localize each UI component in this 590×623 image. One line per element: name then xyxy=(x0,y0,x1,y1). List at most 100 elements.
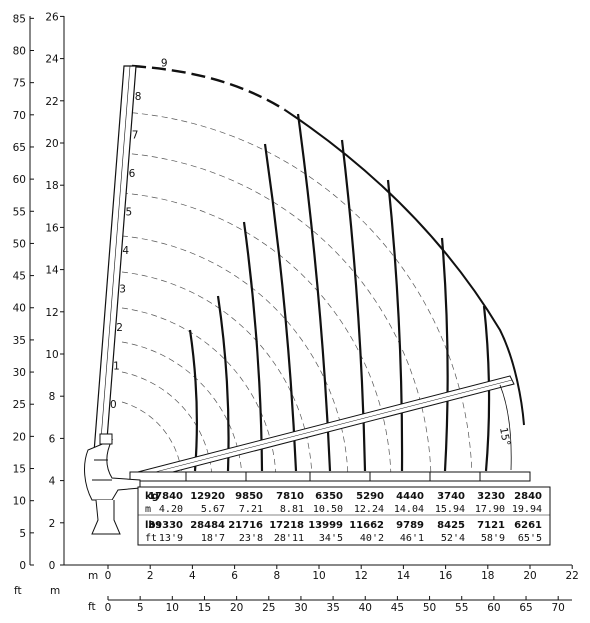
x-m-tick-label: 10 xyxy=(312,570,325,582)
jib-curve xyxy=(242,221,264,472)
m-tick-label: 12 xyxy=(45,307,58,319)
table-cell-lbs: 39330 xyxy=(148,520,183,531)
table-cell-lbs: 9789 xyxy=(396,520,424,531)
ft-unit-label-left: ft xyxy=(14,585,22,597)
ft-tick-label: 0 xyxy=(19,560,26,572)
table-cell-lbs: 21716 xyxy=(228,520,263,531)
table-cell-lbs: 8425 xyxy=(437,520,465,531)
ft-tick-label: 20 xyxy=(13,431,26,443)
reach-arc xyxy=(121,307,277,479)
crane-base xyxy=(84,433,141,535)
boom-section-labels: 0 1 2 3 4 5 6 7 8 9 xyxy=(110,58,168,412)
x-ft-tick-label: 30 xyxy=(294,602,307,614)
boom-section-label: 5 xyxy=(126,207,133,219)
x-ft-tick-label: 60 xyxy=(487,602,500,614)
boom-section-label: 2 xyxy=(116,322,123,334)
x-ft-tick-label: 55 xyxy=(455,602,468,614)
table-cell-lbs: 17218 xyxy=(269,520,304,531)
x-m-tick-label: 2 xyxy=(147,570,154,582)
x-ft-tick-label: 50 xyxy=(423,602,436,614)
x-m-tick-label: 6 xyxy=(231,570,238,582)
table-cell-kg: 12920 xyxy=(190,491,225,502)
boom-section-label: 0 xyxy=(110,399,117,411)
ft-tick-label: 70 xyxy=(13,110,26,122)
m-tick-label: 2 xyxy=(49,518,56,530)
m-tick-label: 4 xyxy=(49,476,56,488)
ft-tick-label: 55 xyxy=(13,206,26,218)
x-ft-tick-label: 25 xyxy=(262,602,275,614)
boom-section-label: 6 xyxy=(129,168,136,180)
jib-curve xyxy=(263,143,298,472)
table-cell-m: 12.24 xyxy=(354,504,384,515)
angle-indicator: 15° xyxy=(497,384,512,471)
jib-curve xyxy=(440,237,449,472)
lowered-boom xyxy=(129,375,515,483)
m-tick-label: 6 xyxy=(49,433,56,445)
m-tick-label: 14 xyxy=(45,265,59,277)
table-cell-lbs: 6261 xyxy=(514,520,542,531)
ft-tick-label: 30 xyxy=(13,367,26,379)
ft-tick-label: 75 xyxy=(13,78,26,90)
table-cell-m: 17.90 xyxy=(475,504,505,515)
m-unit-label-bottom: m xyxy=(88,570,98,582)
angle-label: 15° xyxy=(497,426,512,446)
boom-section-label: 4 xyxy=(122,245,129,257)
table-cell-kg: 4440 xyxy=(396,491,424,502)
reach-arc xyxy=(121,152,432,479)
table-cell-kg: 7810 xyxy=(276,491,304,502)
table-cell-kg: 2840 xyxy=(514,491,542,502)
table-cell-m: 8.81 xyxy=(280,504,304,515)
jib-curve xyxy=(188,329,198,472)
reach-arc xyxy=(121,235,349,479)
table-cell-ft: 23'8 xyxy=(239,533,263,544)
ft-tick-label: 10 xyxy=(13,496,26,508)
table-cell-kg: 9850 xyxy=(235,491,263,502)
x-m-tick-label: 8 xyxy=(273,570,280,582)
x-m-tick-label: 0 xyxy=(105,570,112,582)
ft-tick-label: 80 xyxy=(13,45,26,57)
m-tick-label: 18 xyxy=(45,180,58,192)
m-tick-label: 20 xyxy=(45,138,58,150)
x-ft-tick-label: 20 xyxy=(230,602,243,614)
table-cell-m: 19.94 xyxy=(512,504,542,515)
table-cell-ft: 18'7 xyxy=(201,533,225,544)
row-label-ft: ft xyxy=(145,533,157,544)
row-label-lbs: lbs xyxy=(145,520,162,531)
jib-curve xyxy=(216,295,230,472)
table-cell-m: 10.50 xyxy=(313,504,343,515)
x-ft-tick-label: 0 xyxy=(105,602,112,614)
m-tick-label: 0 xyxy=(49,560,56,572)
jib-load-curves xyxy=(188,113,491,472)
working-envelope xyxy=(131,64,525,426)
table-cell-kg: 6350 xyxy=(315,491,343,502)
table-cell-lbs: 11662 xyxy=(349,520,384,531)
x-m-tick-label: 14 xyxy=(397,570,411,582)
x-ft-tick-label: 5 xyxy=(137,602,144,614)
table-cell-kg: 3230 xyxy=(477,491,505,502)
table-cell-kg: 5290 xyxy=(356,491,384,502)
x-ft-tick-label: 35 xyxy=(326,602,339,614)
table-cell-m: 4.20 xyxy=(159,504,183,515)
x-m-tick-label: 22 xyxy=(566,570,579,582)
m-tick-label: 16 xyxy=(45,222,59,234)
table-cell-m: 7.21 xyxy=(239,504,263,515)
x-m-tick-label: 4 xyxy=(189,570,196,582)
x-m-tick-label: 16 xyxy=(439,570,453,582)
x-ft-tick-label: 65 xyxy=(519,602,532,614)
ft-tick-label: 45 xyxy=(13,271,26,283)
table-cell-lbs: 28484 xyxy=(190,520,225,531)
ft-tick-label: 5 xyxy=(19,528,26,540)
reach-arc xyxy=(121,111,473,479)
reach-arcs xyxy=(121,111,473,479)
m-tick-label: 8 xyxy=(49,391,56,403)
table-cell-m: 15.94 xyxy=(435,504,465,515)
ft-tick-label: 50 xyxy=(13,238,26,250)
m-tick-label: 10 xyxy=(45,349,58,361)
table-cell-ft: 46'1 xyxy=(400,533,424,544)
x-ft-tick-label: 40 xyxy=(359,602,372,614)
table-cell-lbs: 13999 xyxy=(308,520,343,531)
jib-curve xyxy=(296,113,332,472)
jib-curve xyxy=(386,179,404,472)
horizontal-boom xyxy=(129,471,531,482)
